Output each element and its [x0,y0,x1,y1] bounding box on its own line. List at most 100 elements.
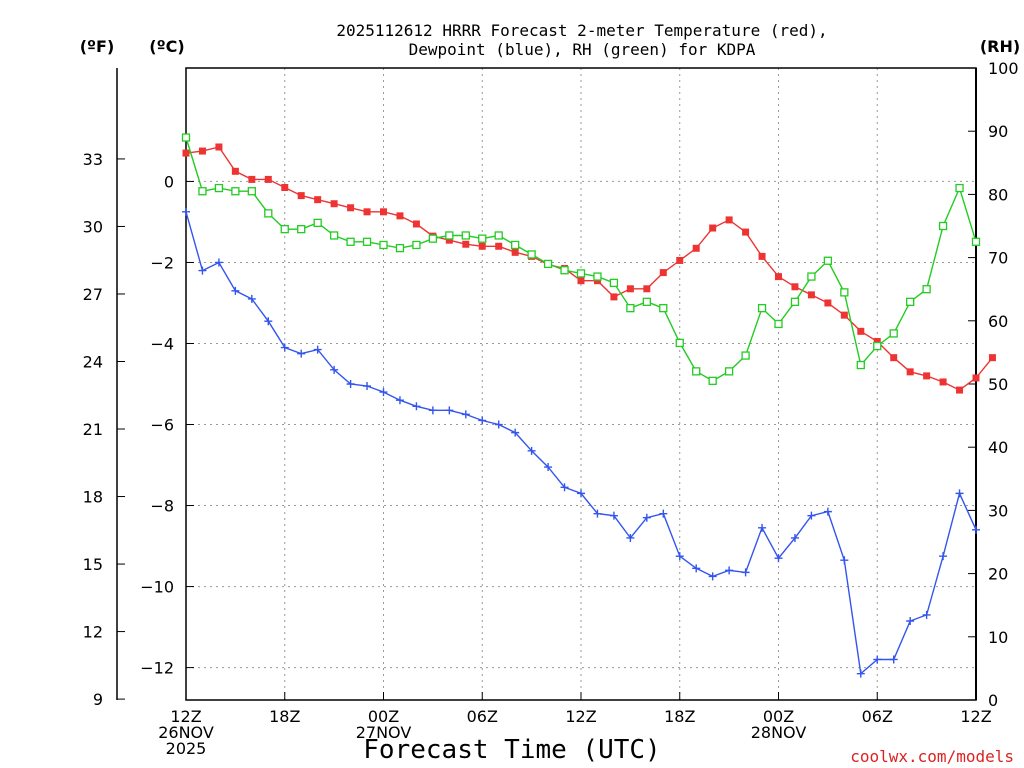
temperature-point [988,354,996,362]
rh-point [889,329,898,338]
temperature-point [626,285,634,293]
celsius-tick-label: −12 [140,659,174,678]
dewpoint-point [758,523,767,532]
dewpoint-point [642,513,651,522]
temperature-point [758,252,766,260]
rh-point [609,278,619,288]
grid-lines [186,68,976,700]
dewpoint-point [675,552,684,561]
rh-point [395,243,405,253]
rh-point [362,237,372,246]
dewpoint-point [790,533,799,542]
rh-point [329,231,339,240]
dewpoint-point [412,402,421,411]
temperature-point [742,228,750,236]
temperature-point [478,242,486,250]
rh-point [478,234,487,243]
rh-tick-label: 30 [988,501,1008,520]
dewpoint-point [906,617,915,625]
temperature-point [281,184,289,192]
x-tick-label: 18Z [269,707,300,726]
rh-point [823,256,833,265]
dewpoint-point [346,380,355,388]
temperature-point [643,285,651,293]
rh-point [873,341,882,351]
celsius-tick-label: −4 [150,334,174,353]
dewpoint-point [922,610,931,619]
rh-point [181,133,191,142]
chart-title-line1: 2025112612 HRRR Forecast 2-meter Tempera… [336,21,827,40]
rh-unit-label: (RH) [980,37,1020,56]
dewpoint-point [264,317,273,326]
rh-point [445,231,454,240]
dewpoint-point [198,266,207,275]
dewpoint-point [955,489,964,498]
temperature-point [857,327,865,335]
x-tick-label: 2025 [166,739,207,758]
rh-point [527,250,536,259]
temperature-point [692,244,700,252]
rh-point [264,209,273,218]
rh-point [692,367,701,376]
rh-point [543,259,553,269]
dewpoint-point [593,509,602,518]
dewpoint-point [330,365,339,374]
dewpoint-point [313,345,322,354]
rh-point [231,187,240,196]
temperature-point [347,204,355,212]
rh-tick-label: 100 [988,59,1019,78]
rh-point [724,367,734,376]
rh-point [313,218,322,227]
temperature-point [807,291,815,299]
temperature-point [462,240,470,248]
temperature-point [198,147,206,155]
temperature-point [725,216,733,224]
x-tick-label: 12Z [960,707,991,726]
x-tick-label: 28NOV [751,723,807,742]
celsius-tick-label: −6 [150,416,174,435]
rh-tick-label: 40 [988,438,1008,457]
rh-point [198,187,207,196]
credit-text[interactable]: coolwx.com/models [850,747,1014,766]
rh-point [511,240,520,250]
rh-point [461,231,470,240]
fahrenheit-tick-label: 9 [93,690,103,709]
temperature-point [330,200,338,208]
temperature-point [873,337,881,345]
dewpoint-point [182,207,190,216]
x-tick-label: 06Z [467,707,498,726]
dewpoint-point [445,406,454,415]
rh-tick-label: 70 [988,249,1008,268]
rh-point [626,304,635,313]
fahrenheit-tick-label: 15 [83,555,103,574]
temperature-point [709,224,717,232]
rh-point [494,231,503,240]
chart-title-line2: Dewpoint (blue), RH (green) for KDPA [409,40,756,59]
dewpoint-point [214,258,223,267]
rh-point [576,269,586,278]
temperature-point [824,299,832,307]
rh-point [642,297,651,306]
dewpoint-point [511,428,520,437]
rh-point [379,240,388,250]
rh-tick-label: 50 [988,375,1008,394]
series-rh [181,133,981,385]
rh-tick-label: 90 [988,122,1008,141]
x-tick-label: 12Z [565,707,596,726]
rh-point [708,376,717,385]
rh-point [280,225,289,234]
rh-point [560,266,569,275]
dewpoint-point [856,669,865,678]
dewpoint-point [659,509,668,518]
fahrenheit-tick-label: 18 [83,488,103,507]
dewpoint-point [972,525,980,534]
temperature-point [314,196,322,204]
dewpoint-point [247,294,256,303]
dewpoint-point [708,572,717,581]
temperature-point [923,372,931,380]
dewpoint-point [379,388,388,397]
fahrenheit-tick-label: 21 [83,420,103,439]
dewpoint-point [494,420,503,429]
dewpoint-point [297,349,306,358]
